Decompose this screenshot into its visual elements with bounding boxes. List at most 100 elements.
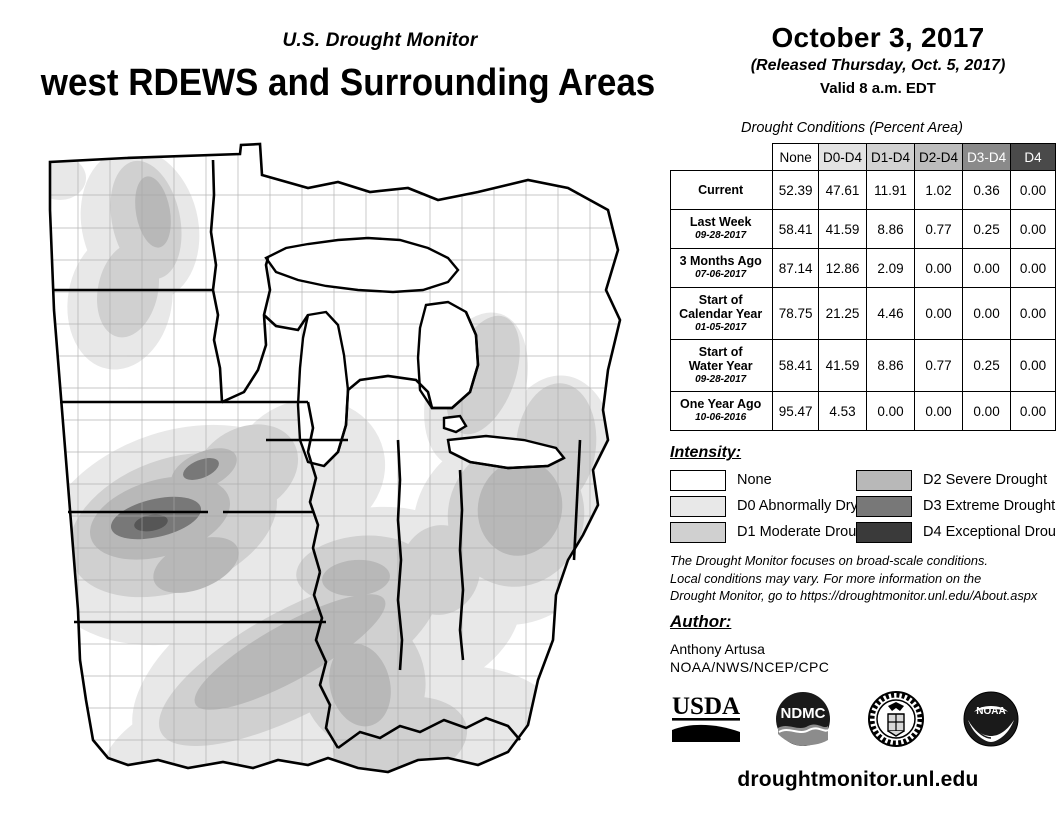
cell-d2d4: 0.00 — [914, 248, 964, 288]
cell-none: 95.47 — [772, 391, 820, 431]
legend-title: Intensity: — [670, 444, 742, 461]
author-organization: NOAA/NWS/NCEP/CPC — [670, 659, 830, 675]
date-block: October 3, 2017 (Released Thursday, Oct.… — [700, 22, 1056, 97]
disclaimer-line-3: Drought Monitor, go to https://droughtmo… — [670, 588, 1038, 604]
cell-d0d4: 21.25 — [818, 287, 868, 340]
cell-d3d4: 0.25 — [962, 339, 1012, 392]
state-boundaries — [48, 142, 622, 774]
col-header-none: None — [772, 143, 820, 171]
drought-map[interactable] — [8, 140, 658, 810]
legend-swatch — [856, 521, 912, 543]
col-header-d4: D4 — [1010, 143, 1056, 171]
page-title: west RDEWS and Surrounding Areas — [40, 62, 656, 104]
cell-d4: 0.00 — [1010, 209, 1056, 249]
disclaimer-text: The Drought Monitor focuses on broad-sca… — [670, 552, 1042, 605]
row-label: One Year Ago 10-06-2016 — [669, 391, 774, 431]
program-subtitle: U.S. Drought Monitor — [282, 30, 478, 51]
usda-seal-logo[interactable] — [865, 690, 927, 753]
ndmc-logo[interactable]: NDMC — [772, 690, 834, 753]
cell-d2d4: 0.77 — [914, 209, 964, 249]
legend-swatch — [856, 495, 912, 517]
legend-label: D2 Severe Drought — [923, 472, 1048, 488]
intensity-legend: Intensity: None D0 Abnormally Dry D1 Moder… — [670, 444, 1056, 547]
cell-d3d4: 0.25 — [962, 209, 1012, 249]
table-row: Start of Calendar Year 01-05-2017 78.75 21.2… — [669, 287, 1056, 340]
great-lakes — [264, 236, 566, 470]
svg-text:USDA: USDA — [672, 693, 740, 720]
legend-label: None — [737, 472, 772, 488]
table-caption: Drought Conditions (Percent Area) — [741, 120, 963, 136]
legend-swatch — [856, 469, 912, 491]
svg-text:NOAA: NOAA — [976, 706, 1005, 717]
col-header-d1d4: D1-D4 — [866, 143, 916, 171]
cell-none: 87.14 — [772, 248, 820, 288]
table-row: Start of Water Year 09-28-2017 58.41 41.59 8.… — [669, 339, 1056, 392]
usda-logo[interactable]: USDA — [668, 690, 746, 753]
author-heading: Author: — [670, 612, 732, 631]
legend-item-none[interactable]: None — [670, 469, 772, 491]
cell-d4: 0.00 — [1010, 287, 1056, 340]
legend-items: None D0 Abnormally Dry D1 Moderate Drought… — [670, 469, 1056, 547]
legend-item-d1[interactable]: D1 Moderate Drought — [670, 521, 876, 543]
legend-item-d3[interactable]: D3 Extreme Drought — [856, 495, 1055, 517]
col-header-d3d4: D3-D4 — [962, 143, 1012, 171]
table-row: One Year Ago 10-06-2016 95.47 4.53 0.00 0.00 0… — [669, 391, 1056, 431]
cell-d1d4: 8.86 — [866, 339, 916, 392]
cell-d0d4: 12.86 — [818, 248, 868, 288]
col-header-d2d4: D2-D4 — [914, 143, 964, 171]
drought-conditions-table: None D0-D4 D1-D4 D2-D4 D3-D4 D4 Current 5… — [669, 143, 1056, 431]
cell-d1d4: 0.00 — [866, 391, 916, 431]
cell-d2d4: 0.00 — [914, 287, 964, 340]
cell-none: 52.39 — [772, 170, 820, 210]
cell-d2d4: 0.00 — [914, 391, 964, 431]
cell-d3d4: 0.00 — [962, 287, 1012, 340]
svg-text:NDMC: NDMC — [781, 705, 826, 722]
cell-d4: 0.00 — [1010, 339, 1056, 392]
footer-url[interactable]: droughtmonitor.unl.edu — [737, 768, 979, 791]
cell-d3d4: 0.36 — [962, 170, 1012, 210]
cell-d1d4: 8.86 — [866, 209, 916, 249]
row-label: 3 Months Ago 07-06-2017 — [669, 248, 774, 288]
cell-none: 78.75 — [772, 287, 820, 340]
legend-item-d4[interactable]: D4 Exceptional Drought — [856, 521, 1056, 543]
legend-label: D0 Abnormally Dry — [737, 498, 858, 514]
disclaimer-line-1: The Drought Monitor focuses on broad-sca… — [670, 553, 988, 568]
cell-none: 58.41 — [772, 339, 820, 392]
cell-d2d4: 1.02 — [914, 170, 964, 210]
cell-d1d4: 11.91 — [866, 170, 916, 210]
author-name: Anthony Artusa — [670, 641, 765, 657]
table-row: Last Week 09-28-2017 58.41 41.59 8.86 0.77 0.2… — [669, 209, 1056, 249]
row-date: 10-06-2016 — [695, 412, 747, 424]
legend-swatch — [670, 521, 726, 543]
row-date: 09-28-2017 — [695, 230, 747, 242]
col-header-d0d4: D0-D4 — [818, 143, 868, 171]
row-date: 01-05-2017 — [695, 321, 747, 333]
table-body: Current 52.39 47.61 11.91 1.02 0.36 0.00 Last W… — [669, 170, 1056, 431]
cell-none: 58.41 — [772, 209, 820, 249]
cell-d4: 0.00 — [1010, 170, 1056, 210]
legend-label: D1 Moderate Drought — [737, 524, 877, 540]
table-row: Current 52.39 47.61 11.91 1.02 0.36 0.00 — [669, 170, 1056, 210]
map-drought-shading — [50, 144, 620, 772]
cell-d4: 0.00 — [1010, 248, 1056, 288]
issue-date: October 3, 2017 — [771, 22, 985, 53]
disclaimer-line-2: Local conditions may vary. For more info… — [670, 570, 982, 586]
row-label: Start of Water Year 09-28-2017 — [669, 339, 774, 392]
table-header-row: None D0-D4 D1-D4 D2-D4 D3-D4 D4 — [671, 143, 1056, 171]
valid-time: Valid 8 a.m. EDT — [820, 80, 936, 97]
cell-d0d4: 47.61 — [818, 170, 868, 210]
cell-d3d4: 0.00 — [962, 391, 1012, 431]
table-corner-cell — [671, 144, 773, 171]
legend-item-d0[interactable]: D0 Abnormally Dry — [670, 495, 858, 517]
noaa-logo[interactable]: NOAA — [960, 690, 1022, 753]
legend-swatch — [670, 469, 726, 491]
row-label: Current — [669, 170, 774, 210]
legend-item-d2[interactable]: D2 Severe Drought — [856, 469, 1047, 491]
cell-d3d4: 0.00 — [962, 248, 1012, 288]
map-header: U.S. Drought Monitor west RDEWS and Surr… — [0, 0, 760, 115]
cell-d2d4: 0.77 — [914, 339, 964, 392]
partner-logos: USDA NDMC — [660, 690, 1050, 752]
row-label: Last Week 09-28-2017 — [669, 209, 774, 249]
cell-d0d4: 41.59 — [818, 209, 868, 249]
